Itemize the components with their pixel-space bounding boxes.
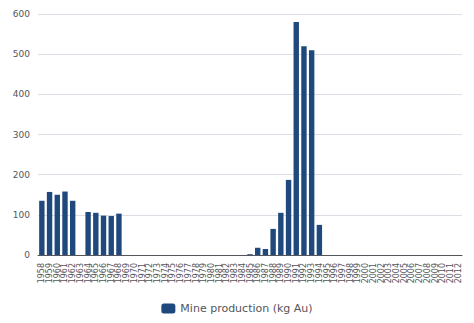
svg-text:2003: 2003: [384, 263, 394, 284]
svg-text:1986: 1986: [253, 263, 263, 284]
svg-text:1959: 1959: [45, 263, 55, 284]
svg-text:1970: 1970: [129, 263, 139, 284]
svg-text:1981: 1981: [214, 263, 224, 284]
svg-text:1982: 1982: [222, 263, 232, 284]
svg-text:1984: 1984: [237, 263, 247, 284]
svg-text:Mine production (kg Au): Mine production (kg Au): [180, 302, 312, 315]
svg-text:2010: 2010: [438, 263, 448, 284]
svg-text:2005: 2005: [399, 263, 409, 284]
svg-text:2004: 2004: [392, 263, 401, 284]
svg-text:1963: 1963: [75, 263, 85, 284]
svg-text:1988: 1988: [268, 263, 278, 284]
svg-text:1978: 1978: [191, 263, 201, 284]
svg-text:1971: 1971: [137, 263, 147, 284]
svg-text:600: 600: [13, 9, 30, 19]
svg-text:1983: 1983: [230, 263, 240, 284]
svg-text:1998: 1998: [345, 263, 355, 284]
svg-text:1975: 1975: [168, 263, 178, 284]
svg-text:1999: 1999: [353, 263, 363, 284]
svg-text:2012: 2012: [454, 263, 463, 283]
svg-text:1993: 1993: [307, 263, 317, 284]
svg-text:1987: 1987: [260, 263, 270, 284]
svg-text:1991: 1991: [291, 263, 301, 284]
svg-text:2009: 2009: [430, 263, 440, 284]
svg-text:500: 500: [13, 49, 30, 59]
svg-text:2011: 2011: [445, 263, 455, 284]
svg-text:300: 300: [13, 130, 30, 140]
svg-text:1964: 1964: [83, 263, 93, 284]
svg-text:400: 400: [13, 89, 30, 99]
svg-text:1989: 1989: [276, 263, 286, 284]
svg-text:200: 200: [13, 170, 30, 180]
svg-text:1962: 1962: [68, 263, 78, 284]
svg-text:2008: 2008: [422, 263, 432, 284]
svg-text:1972: 1972: [145, 263, 155, 284]
svg-text:1968: 1968: [114, 263, 124, 284]
svg-text:1994: 1994: [314, 263, 324, 284]
svg-text:1974: 1974: [160, 263, 170, 284]
svg-text:1973: 1973: [153, 263, 162, 284]
svg-text:1979: 1979: [199, 263, 209, 284]
svg-text:2007: 2007: [415, 263, 425, 284]
svg-text:1961: 1961: [60, 263, 70, 284]
svg-text:2006: 2006: [407, 263, 417, 284]
svg-text:0: 0: [24, 250, 30, 260]
svg-text:1960: 1960: [52, 263, 62, 284]
svg-text:1977: 1977: [183, 263, 193, 284]
svg-text:1995: 1995: [322, 263, 332, 284]
svg-text:1958: 1958: [37, 263, 47, 284]
svg-text:1990: 1990: [284, 263, 293, 284]
svg-text:1992: 1992: [299, 263, 309, 284]
svg-text:1966: 1966: [99, 263, 108, 284]
svg-text:2001: 2001: [368, 263, 378, 284]
svg-text:100: 100: [13, 210, 30, 220]
svg-text:1985: 1985: [245, 263, 255, 284]
svg-text:1996: 1996: [330, 263, 340, 284]
svg-text:1997: 1997: [338, 263, 347, 284]
svg-text:1965: 1965: [91, 263, 101, 284]
svg-text:1980: 1980: [207, 263, 216, 284]
svg-text:1967: 1967: [106, 263, 116, 284]
svg-text:1976: 1976: [176, 263, 186, 284]
svg-text:2002: 2002: [376, 263, 386, 284]
svg-text:1969: 1969: [122, 263, 132, 284]
svg-text:2000: 2000: [361, 263, 371, 284]
